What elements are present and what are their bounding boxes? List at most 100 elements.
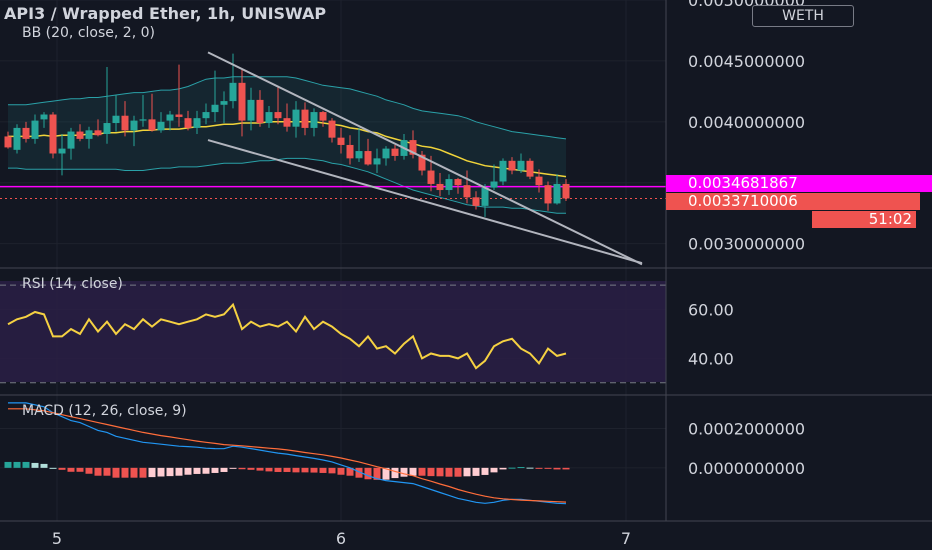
macd-histogram-bar-34 xyxy=(310,467,318,473)
macd-histogram-bar-19 xyxy=(175,467,183,476)
candle-body-16 xyxy=(148,119,156,131)
macd-histogram-bar-53 xyxy=(481,467,489,475)
macd-histogram-bar-16 xyxy=(148,467,156,478)
macd-histogram-bar-0 xyxy=(4,461,12,468)
macd-histogram-bar-38 xyxy=(346,467,354,476)
macd-histogram-bar-12 xyxy=(112,467,120,478)
macd-histogram-bar-32 xyxy=(292,467,300,473)
candle-body-62 xyxy=(562,183,570,199)
macd-histogram-bar-28 xyxy=(256,467,264,471)
macd-axis-label-0: 0.0002000000 xyxy=(688,419,805,438)
macd-histogram-bar-1 xyxy=(13,461,21,468)
price-pane[interactable] xyxy=(0,51,666,266)
macd-legend[interactable]: MACD (12, 26, close, 9) xyxy=(22,403,187,419)
time-axis-label-0: 5 xyxy=(52,529,62,548)
macd-histogram-bar-22 xyxy=(202,467,210,474)
macd-histogram-bar-56 xyxy=(508,467,516,469)
macd-histogram-bar-21 xyxy=(193,467,201,474)
candle-body-59 xyxy=(535,176,543,186)
macd-histogram-bar-25 xyxy=(229,467,237,469)
macd-histogram-bar-51 xyxy=(463,467,471,477)
countdown-tag: 51:02 xyxy=(812,211,916,228)
candle-body-31 xyxy=(283,118,291,127)
macd-histogram-bar-9 xyxy=(85,467,93,474)
rsi-legend[interactable]: RSI (14, close) xyxy=(22,276,123,292)
axis-labels: 0.0050000000 0.0045000000 0.0040000000 0.00… xyxy=(52,0,805,548)
candle-body-35 xyxy=(319,112,327,121)
candle-body-34 xyxy=(310,112,318,128)
macd-histogram-bar-24 xyxy=(220,467,228,472)
candle-body-28 xyxy=(256,99,264,124)
candle-body-60 xyxy=(544,185,552,204)
macd-pane[interactable] xyxy=(4,402,570,505)
last-price-value: 0.0033710006 xyxy=(688,192,798,210)
candle-body-43 xyxy=(391,148,399,156)
candle-body-19 xyxy=(175,114,183,117)
candle-body-22 xyxy=(202,112,210,119)
macd-histogram-bar-57 xyxy=(517,467,525,469)
macd-histogram-bar-29 xyxy=(265,467,273,472)
macd-histogram-bar-48 xyxy=(436,467,444,477)
candle-body-18 xyxy=(166,114,174,121)
macd-histogram-bar-15 xyxy=(139,467,147,478)
chart-title: API3 / Wrapped Ether, 1h, UNISWAP xyxy=(4,4,327,23)
candle-body-21 xyxy=(193,118,201,128)
macd-histogram-bar-23 xyxy=(211,467,219,473)
candle-body-36 xyxy=(328,120,336,138)
candle-body-8 xyxy=(76,131,84,139)
candle-body-2 xyxy=(22,127,30,139)
price-axis-label-0: 0.0050000000 xyxy=(688,0,805,10)
candle-body-51 xyxy=(463,185,471,198)
candle-body-37 xyxy=(337,137,345,145)
candle-body-25 xyxy=(229,82,237,102)
wedge-trendline-0 xyxy=(207,51,643,266)
candle-body-20 xyxy=(184,118,192,128)
price-axis-label-3: 0.0030000000 xyxy=(688,235,805,254)
candle-body-17 xyxy=(157,121,165,131)
rsi-axis-label-0: 60.00 xyxy=(688,301,734,320)
macd-histogram-bar-36 xyxy=(328,467,336,474)
macd-histogram-bar-59 xyxy=(535,467,543,469)
rsi-axis-label-1: 40.00 xyxy=(688,349,734,368)
last-price-tag: 0.0033710006 xyxy=(666,193,920,210)
macd-histogram-bar-43 xyxy=(391,467,399,479)
macd-histogram-bar-4 xyxy=(40,463,48,468)
macd-histogram-bar-8 xyxy=(76,467,84,472)
candle-body-1 xyxy=(13,127,21,150)
bollinger-legend[interactable]: BB (20, close, 2, 0) xyxy=(22,25,155,41)
macd-histogram-bar-60 xyxy=(544,467,552,469)
macd-histogram-bar-62 xyxy=(562,467,570,470)
candle-body-49 xyxy=(445,179,453,191)
rsi-band-background xyxy=(0,281,666,382)
macd-histogram-bar-42 xyxy=(382,467,390,480)
macd-histogram-bar-39 xyxy=(355,467,363,478)
macd-histogram-bar-6 xyxy=(58,467,66,470)
candle-body-26 xyxy=(238,82,246,121)
macd-histogram-bar-11 xyxy=(103,467,111,476)
candle-body-53 xyxy=(481,187,489,206)
candle-body-27 xyxy=(247,99,255,121)
macd-histogram-bar-26 xyxy=(238,467,246,470)
macd-histogram-bar-17 xyxy=(157,467,165,477)
macd-histogram-bar-55 xyxy=(499,467,507,470)
candle-body-54 xyxy=(490,181,498,188)
macd-histogram-bar-49 xyxy=(445,467,453,477)
time-axis-label-1: 6 xyxy=(336,529,346,548)
macd-histogram-bar-44 xyxy=(400,467,408,477)
macd-histogram-bar-5 xyxy=(49,467,57,469)
macd-histogram-bar-7 xyxy=(67,467,75,472)
rsi-pane[interactable] xyxy=(0,284,666,384)
macd-histogram-bar-14 xyxy=(130,467,138,478)
macd-axis-label-1: 0.0000000000 xyxy=(688,459,805,478)
macd-histogram-bar-2 xyxy=(22,461,30,468)
candle-body-13 xyxy=(121,115,129,131)
candle-body-48 xyxy=(436,183,444,191)
quote-symbol-badge[interactable]: WETH xyxy=(752,5,854,27)
macd-histogram-bar-37 xyxy=(337,467,345,475)
rsi-line xyxy=(7,302,567,370)
macd-histogram-bar-45 xyxy=(409,467,417,476)
candle-body-7 xyxy=(67,131,75,149)
macd-histogram-bar-33 xyxy=(301,467,309,473)
